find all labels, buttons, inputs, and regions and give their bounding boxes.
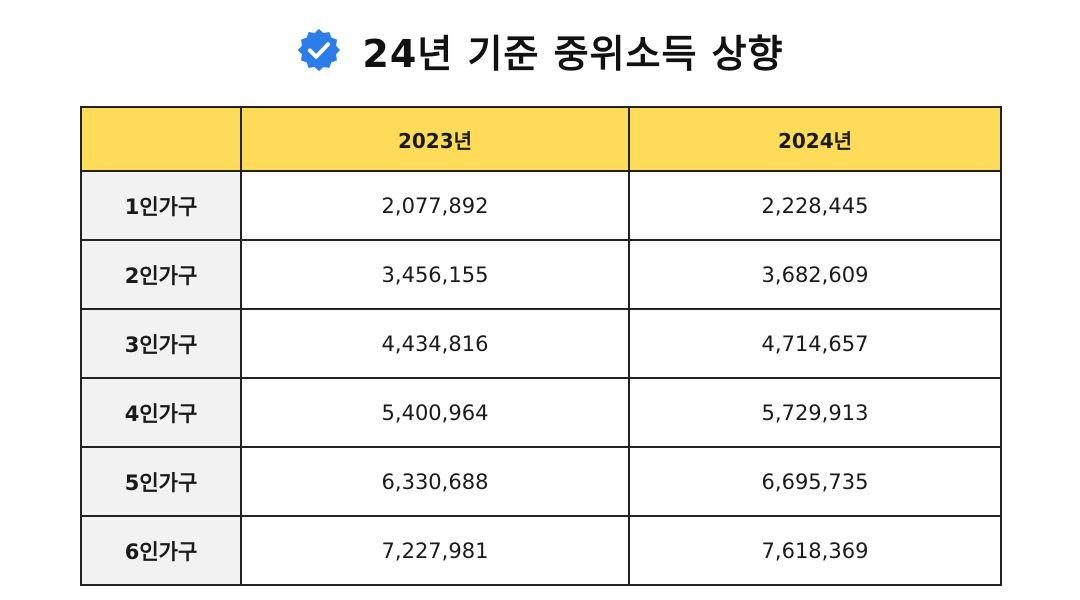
cell-2023: 2,077,892 bbox=[240, 170, 630, 241]
cell-2024: 5,729,913 bbox=[628, 377, 1002, 448]
verified-check-badge-icon bbox=[298, 28, 341, 72]
table-row: 5인가구 6,330,688 6,695,735 bbox=[80, 446, 1002, 517]
row-label: 2인가구 bbox=[80, 239, 242, 310]
header-2024: 2024년 bbox=[628, 106, 1002, 172]
table-row: 4인가구 5,400,964 5,729,913 bbox=[80, 377, 1002, 448]
cell-2024: 2,228,445 bbox=[628, 170, 1002, 241]
cell-2023: 7,227,981 bbox=[240, 515, 630, 586]
cell-2023: 6,330,688 bbox=[240, 446, 630, 517]
row-label: 4인가구 bbox=[80, 377, 242, 448]
cell-2023: 3,456,155 bbox=[240, 239, 630, 310]
table-row: 1인가구 2,077,892 2,228,445 bbox=[80, 170, 1002, 241]
header-corner-cell bbox=[80, 106, 242, 172]
header-2023: 2023년 bbox=[240, 106, 630, 172]
cell-2024: 3,682,609 bbox=[628, 239, 1002, 310]
median-income-table: 2023년 2024년 1인가구 2,077,892 2,228,445 2인가… bbox=[80, 106, 1002, 586]
row-label: 1인가구 bbox=[80, 170, 242, 241]
row-label: 6인가구 bbox=[80, 515, 242, 586]
table-row: 6인가구 7,227,981 7,618,369 bbox=[80, 515, 1002, 586]
row-label: 3인가구 bbox=[80, 308, 242, 379]
page-title: 24년 기준 중위소득 상향 bbox=[362, 31, 784, 76]
table-header-row: 2023년 2024년 bbox=[80, 106, 1002, 172]
table-row: 3인가구 4,434,816 4,714,657 bbox=[80, 308, 1002, 379]
title-bar: 24년 기준 중위소득 상향 bbox=[0, 22, 1080, 78]
cell-2024: 6,695,735 bbox=[628, 446, 1002, 517]
cell-2024: 7,618,369 bbox=[628, 515, 1002, 586]
row-label: 5인가구 bbox=[80, 446, 242, 517]
table-row: 2인가구 3,456,155 3,682,609 bbox=[80, 239, 1002, 310]
cell-2023: 5,400,964 bbox=[240, 377, 630, 448]
cell-2024: 4,714,657 bbox=[628, 308, 1002, 379]
cell-2023: 4,434,816 bbox=[240, 308, 630, 379]
